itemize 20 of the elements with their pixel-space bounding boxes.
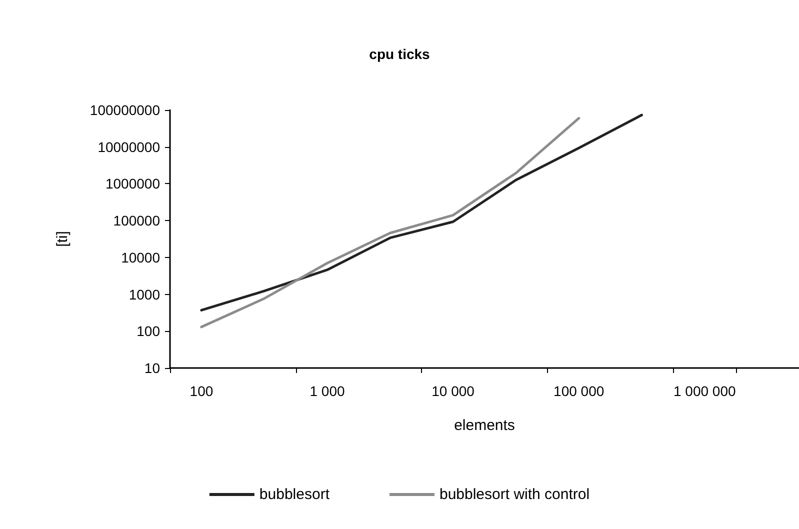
y-tick-label: 1000000 xyxy=(105,176,160,192)
x-tick-label: 1 000 000 xyxy=(674,383,736,399)
legend-label: bubblesort with control xyxy=(439,486,590,503)
x-tick-label: 100 000 xyxy=(554,383,604,399)
x-tick-label: 100 xyxy=(190,383,214,399)
line-series xyxy=(200,116,580,328)
x-axis-title: elements xyxy=(454,417,515,434)
y-tick-label: 100 xyxy=(136,323,160,340)
legend-label: bubblesort xyxy=(259,486,330,503)
y-tick-label: 1000 xyxy=(128,286,160,302)
y-axis-title: [ti] xyxy=(54,231,71,247)
x-tick-label: 10 000 xyxy=(432,383,475,399)
y-tick-label: 10000000 xyxy=(98,138,160,155)
y-tick-label: 100000 xyxy=(113,212,160,229)
y-tick-label: 10000 xyxy=(121,249,160,266)
y-tick-label: 10 xyxy=(144,360,160,376)
line-series xyxy=(200,114,643,312)
chart-title: cpu ticks xyxy=(369,46,430,62)
y-tick-label: 100000000 xyxy=(90,102,160,118)
x-tick-label: 1 000 xyxy=(310,383,345,399)
